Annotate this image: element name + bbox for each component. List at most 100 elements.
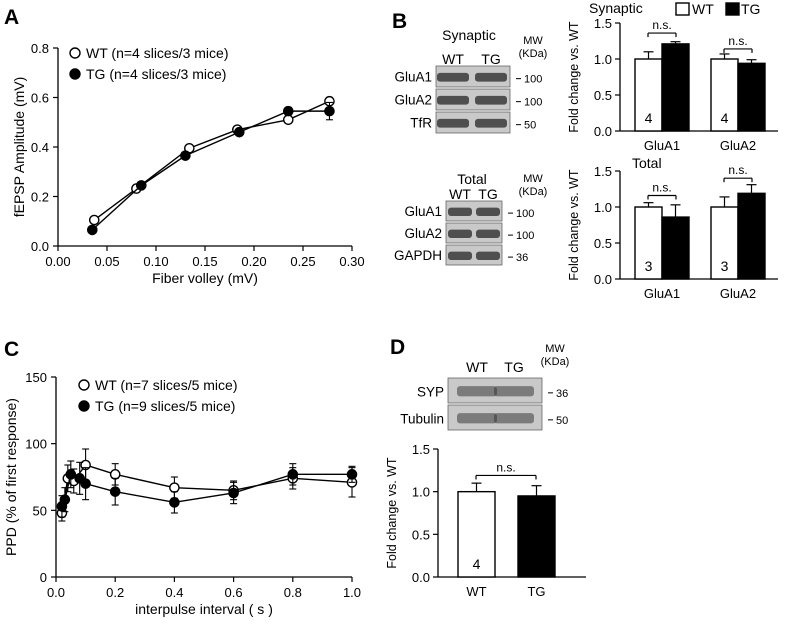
chart-title-b-synaptic: Synaptic (589, 0, 643, 16)
x-axis-label-c: interpulse interval ( s ) (135, 601, 273, 617)
x-category-label-d: TG (527, 584, 545, 599)
bar-wt-glua1-b-synaptic (634, 58, 663, 132)
blot-row-label-synaptic: GluA1 (394, 70, 432, 85)
blot-row-label-total: GluA1 (404, 204, 442, 219)
y-tick-label-b-synaptic: 1.0 (594, 52, 612, 67)
data-point-tg-a (233, 126, 245, 138)
data-point-wt-c (169, 482, 180, 493)
y-axis-label-a: fEPSP Amplitude (mV) (11, 77, 27, 218)
data-point-tg-c (169, 497, 180, 508)
y-tick-label-b-total: 0.5 (594, 236, 612, 251)
legend-label-wt-a: WT (n=4 slices/3 mice) (86, 45, 229, 61)
blot-mw-unit-d: (KDa) (541, 356, 570, 368)
data-point-tg-a (87, 224, 98, 236)
data-point-tg-c (109, 486, 121, 497)
y-tick-label-b-total: 0.0 (594, 272, 612, 287)
y-tick-label-a: 0.8 (31, 41, 49, 56)
x-category-label-b-synaptic: GluA2 (720, 138, 756, 153)
data-point-wt-a (88, 214, 100, 226)
blot-band-d (457, 413, 497, 424)
x-tick-label-a: 0.15 (192, 254, 217, 269)
bar-wt-glua2-b-total (710, 206, 739, 280)
blot-row-label-total: GAPDH (394, 248, 442, 263)
blot-lane-label-total: WT (449, 186, 471, 202)
bar-n-label-tg-glua1-b-synaptic: 4 (672, 110, 680, 126)
data-point-tg-a (135, 180, 147, 191)
x-tick-label-c: 0.4 (165, 585, 183, 600)
x-tick-label-c: 0.0 (47, 585, 65, 600)
blot-band-total (448, 251, 472, 260)
y-tick-label-c: 0 (40, 570, 47, 585)
x-tick-label-c: 0.6 (225, 585, 243, 600)
legend-label-tg-c: TG (n=9 slices/5 mice) (95, 398, 235, 414)
blot-band-d (494, 386, 534, 397)
sig-label-b-total: n.s. (728, 163, 747, 177)
y-tick-label-d: 0.5 (412, 527, 430, 542)
blot-lane-label-synaptic: TG (481, 51, 500, 67)
blot-band-total (476, 251, 500, 260)
data-point-wt-c (109, 469, 121, 480)
blot-strip-total (445, 222, 503, 244)
blot-band-synaptic (475, 95, 507, 105)
legend-marker-tg-a (69, 68, 81, 80)
blot-strip-synaptic (435, 111, 511, 134)
bar-n-label-wt-d: 4 (473, 556, 481, 572)
data-point-tg-c (59, 494, 71, 505)
blot-title-synaptic: Synaptic (442, 27, 496, 43)
bar-tg-glua2-b-total (737, 192, 766, 280)
sig-label-b-total: n.s. (652, 180, 671, 194)
y-tick-label-d: 0.0 (412, 570, 430, 585)
legend-swatch-tg-b (725, 2, 740, 16)
series-line-tg-c (61, 473, 352, 507)
blot-mw-label-total: MW (523, 173, 543, 185)
blot-lane-label-d: TG (504, 359, 523, 375)
y-tick-label-b-total: 1.0 (594, 200, 612, 215)
y-tick-label-c: 50 (33, 503, 47, 518)
blot-mw-value-synaptic: 100 (524, 97, 542, 109)
y-tick-label-c: 150 (25, 370, 47, 385)
y-tick-label-a: 0.4 (31, 140, 49, 155)
blot-band-synaptic (437, 95, 469, 105)
data-point-tg-c (287, 469, 299, 480)
sig-label-d: n.s. (496, 460, 515, 474)
sig-label-b-synaptic: n.s. (652, 18, 671, 32)
blot-band-d (494, 413, 534, 424)
bar-wt-d (457, 490, 496, 578)
blot-title-total: Total (457, 171, 487, 187)
y-tick-label-a: 0.0 (31, 239, 49, 254)
x-tick-label-a: 0.05 (94, 254, 119, 269)
sig-label-b-synaptic: n.s. (728, 34, 747, 48)
blot-lane-label-synaptic: WT (442, 51, 464, 67)
data-point-tg-a (180, 150, 191, 161)
y-tick-label-c: 100 (25, 437, 47, 452)
legend-label-tg-a: TG (n=4 slices/3 mice) (86, 66, 226, 82)
y-tick-label-d: 1.0 (412, 485, 430, 500)
data-point-tg-a (324, 105, 335, 117)
blot-mw-label-synaptic: MW (523, 35, 543, 47)
blot-mw-value-total: 36 (516, 252, 528, 264)
legend-label-wt-c: WT (n=7 slices/5 mice) (95, 377, 238, 393)
x-category-label-b-total: GluA2 (720, 286, 756, 301)
blot-row-label-d: Tubulin (400, 411, 444, 426)
blot-mw-unit-synaptic: (KDa) (519, 48, 548, 60)
x-tick-label-a: 0.30 (339, 254, 364, 269)
blot-mw-value-d: 50 (556, 415, 568, 427)
bar-n-label-wt-glua2-b-total: 3 (721, 258, 729, 274)
data-point-tg-c (65, 469, 77, 480)
panel-label-a: A (4, 6, 19, 29)
legend-label-wt-b: WT (692, 1, 714, 17)
series-line-tg-a (91, 110, 330, 231)
x-tick-label-a: 0.25 (290, 254, 315, 269)
x-category-label-b-total: GluA1 (644, 286, 680, 301)
data-point-tg-a (282, 105, 294, 117)
data-point-tg-c (228, 487, 239, 499)
blot-strip-synaptic (435, 88, 511, 111)
bar-tg-glua2-b-synaptic (737, 62, 766, 132)
blot-band-total (476, 229, 500, 238)
legend-marker-tg-c (78, 400, 90, 412)
y-tick-label-b-synaptic: 0.5 (594, 88, 612, 103)
blot-lane-label-d: WT (466, 359, 488, 375)
panel-label-b: B (392, 10, 407, 33)
series-line-wt-a (93, 100, 330, 221)
